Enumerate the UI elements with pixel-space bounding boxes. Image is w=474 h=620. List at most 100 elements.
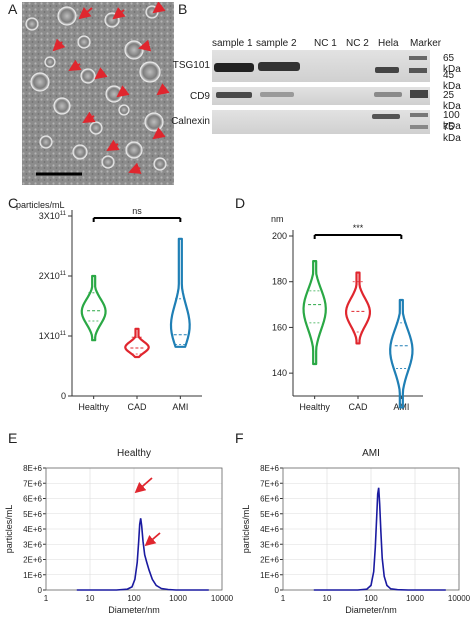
blot-band — [372, 114, 400, 119]
marker-label: 25 kDa — [443, 90, 461, 112]
chart-title: AMI — [362, 448, 380, 459]
nta-chart-healthy: Healthy 0 1E+6 2E+6 3E+6 4E+6 5E+6 6E+6 7E+6 8E+6… — [4, 448, 234, 615]
y-axis-title: nm — [271, 214, 284, 224]
x-tick-label: AMI — [172, 402, 188, 412]
blot-band — [258, 62, 300, 71]
red-arrow — [82, 111, 96, 124]
vesicle — [72, 144, 88, 160]
vesicle — [125, 141, 143, 159]
vesicle — [25, 17, 39, 31]
lane-label: Hela — [378, 38, 399, 49]
y-tick-label: 180 — [272, 277, 287, 287]
blot-band — [409, 56, 427, 60]
x-tick-label: 10000 — [211, 594, 234, 603]
vesicle — [39, 135, 53, 149]
red-arrow — [106, 139, 120, 152]
vesicle — [30, 72, 50, 92]
vesicle — [145, 5, 159, 19]
vesicle — [53, 97, 71, 115]
violin-healthy — [302, 260, 327, 366]
red-arrow — [116, 85, 130, 98]
blot-band — [410, 90, 428, 98]
vesicle — [118, 104, 130, 116]
vesicle — [77, 35, 91, 49]
marker-label: 45 kDa — [443, 70, 461, 92]
violin-cad — [344, 271, 372, 345]
x-tick-label: 10 — [86, 594, 95, 603]
y-axis-title: particles/mL — [16, 200, 65, 210]
y-axis-title: particles/mL — [4, 505, 14, 554]
x-tick-label: 1 — [44, 594, 49, 603]
y-tick-label: 160 — [272, 322, 287, 332]
y-tick-label: 0 — [38, 586, 43, 595]
vesicle — [44, 56, 56, 68]
panel-label-a: A — [8, 1, 18, 17]
blot-strip-cd9 — [212, 87, 430, 105]
marker-label: 65 kDa — [443, 53, 461, 75]
x-tick-label: 10000 — [448, 594, 471, 603]
y-tick-label: 7E+6 — [23, 479, 42, 488]
significance-label: ns — [132, 206, 142, 216]
red-arrow — [78, 6, 93, 20]
vesicle — [101, 155, 115, 169]
x-tick-label: Healthy — [299, 402, 330, 412]
lane-label: NC 1 — [314, 38, 337, 49]
vesicle — [57, 6, 77, 26]
blot-row-label: CD9 — [189, 91, 210, 102]
annotation-arrow — [144, 532, 161, 547]
x-tick-label: 100 — [127, 594, 141, 603]
blot-band — [409, 68, 427, 73]
x-axis-title: Diameter/nm — [108, 605, 160, 615]
lane-label: sample 1 — [212, 38, 253, 49]
size-distribution-line — [76, 518, 209, 591]
x-axis-title: Diameter/nm — [345, 605, 397, 615]
red-arrow — [138, 39, 152, 52]
y-tick-label: 7E+6 — [260, 479, 279, 488]
x-tick-label: 1000 — [406, 594, 424, 603]
tem-micrograph — [22, 2, 174, 185]
x-tick-label: 10 — [323, 594, 332, 603]
y-tick-label: 8E+6 — [23, 464, 42, 473]
y-tick-label: 5E+6 — [23, 510, 42, 519]
violin-ami — [389, 298, 414, 409]
red-arrow — [52, 38, 66, 52]
blot-band — [216, 92, 252, 98]
y-tick-label: 2E+6 — [260, 556, 279, 565]
red-arrow — [94, 67, 108, 80]
y-tick-label: 3X1011 — [39, 211, 67, 221]
chart-title: Healthy — [117, 448, 151, 459]
y-tick-label: 3E+6 — [23, 540, 42, 549]
vesicle — [153, 157, 167, 171]
y-tick-label: 1E+6 — [23, 571, 42, 580]
y-tick-label: 2X1011 — [39, 271, 67, 281]
x-tick-label: Healthy — [78, 402, 109, 412]
x-tick-label: CAD — [127, 402, 147, 412]
y-tick-label: 200 — [272, 231, 287, 241]
y-tick-label: 140 — [272, 368, 287, 378]
violin-cad — [124, 327, 150, 359]
y-tick-label: 2E+6 — [23, 556, 42, 565]
y-tick-label: 8E+6 — [260, 464, 279, 473]
y-tick-label: 6E+6 — [23, 495, 42, 504]
violin-ami — [169, 237, 191, 348]
red-arrow — [152, 127, 166, 140]
y-tick-label: 3E+6 — [260, 540, 279, 549]
panel-label-c: C — [8, 195, 19, 211]
y-tick-label: 4E+6 — [23, 525, 42, 534]
blot-strip-calnexin — [212, 110, 430, 134]
marker-label: 75 kDa — [443, 122, 461, 144]
red-arrow — [152, 2, 166, 14]
nta-chart-ami: AMI 0 1E+6 2E+6 3E+6 4E+6 5E+6 6E+6 7E+6 8E+6 1 10 1… — [241, 448, 471, 615]
plot-frame — [45, 467, 223, 591]
blot-band — [410, 125, 428, 129]
y-tick-label: 1E+6 — [260, 571, 279, 580]
x-tick-label: 100 — [364, 594, 378, 603]
blot-row-label: TSG101 — [172, 60, 210, 71]
lane-label: sample 2 — [256, 38, 297, 49]
panel-label-f: F — [235, 430, 244, 446]
vesicle — [144, 112, 164, 132]
y-axis-title: particles/mL — [241, 505, 251, 554]
size-distribution-line — [313, 487, 446, 591]
